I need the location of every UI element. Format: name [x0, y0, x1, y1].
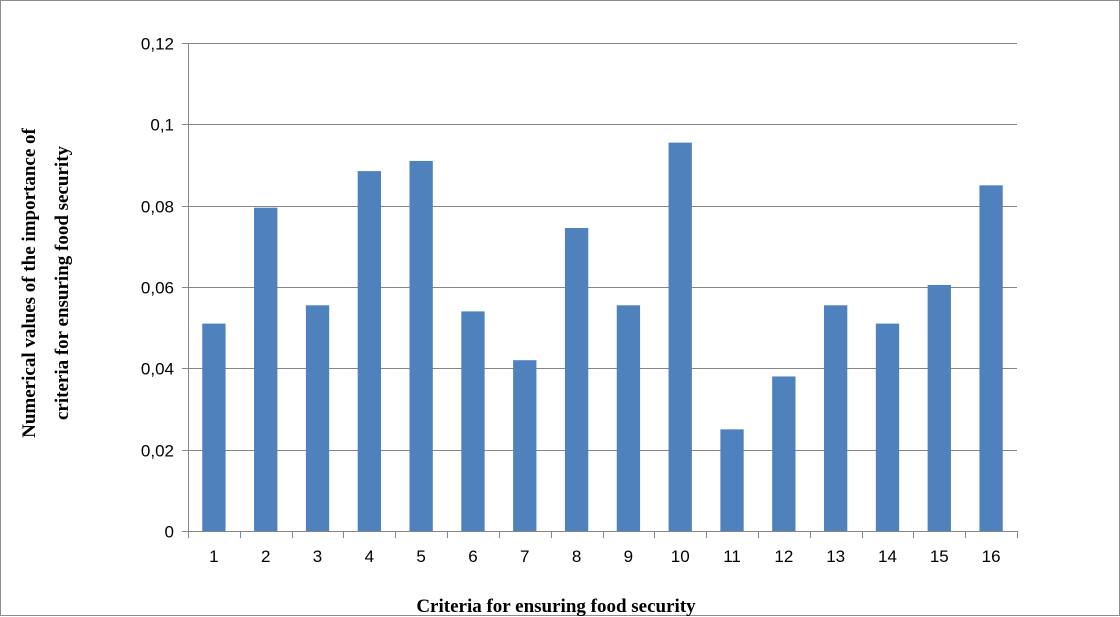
bar-3 [305, 305, 330, 531]
x-tick-label: 9 [624, 547, 633, 566]
bar-4 [357, 171, 382, 531]
x-tick-label: 6 [468, 547, 477, 566]
bar-2 [254, 207, 278, 531]
bar-5 [409, 160, 433, 531]
x-axis-title: Criteria for ensuring food security [416, 596, 696, 617]
y-axis-title-line-1: Numerical values of the importance of [19, 127, 40, 437]
y-tick-label: 0 [165, 523, 174, 542]
x-tick-label: 14 [878, 547, 897, 566]
bar-13 [823, 305, 848, 531]
axes [182, 43, 1018, 538]
y-axis-title-line-2: criteria for ensuring food security [52, 145, 73, 420]
bars [202, 142, 1003, 532]
x-tick-label: 16 [982, 547, 1001, 566]
x-tick-label: 11 [723, 547, 741, 566]
y-axis-title: Numerical values of the importance of cr… [19, 127, 73, 437]
x-tick-label: 10 [671, 547, 690, 566]
x-tick-label: 1 [209, 547, 218, 566]
x-tick-label: 12 [774, 547, 793, 566]
x-tick-label: 8 [572, 547, 581, 566]
y-tick-label: 0,04 [141, 360, 174, 379]
x-tick-label: 3 [313, 547, 322, 566]
bar-16 [979, 185, 1003, 532]
x-tick-labels: 1 2 3 4 5 6 7 8 9 10 11 12 13 14 15 16 [209, 547, 1000, 566]
x-tick-label: 15 [930, 547, 949, 566]
bar-15 [927, 284, 951, 531]
bar-1 [202, 323, 226, 531]
x-tick-label: 5 [416, 547, 425, 566]
x-tick-label: 7 [520, 547, 529, 566]
y-tick-label: 0,06 [141, 279, 174, 298]
bar-8 [564, 228, 589, 532]
y-tick-labels: 0 0,02 0,04 0,06 0,08 0,1 0,12 [141, 35, 174, 542]
bar-7 [513, 360, 537, 531]
y-tick-label: 0,02 [141, 442, 174, 461]
x-tick-label: 4 [365, 547, 374, 566]
x-tick-label: 13 [826, 547, 845, 566]
y-tick-label: 0,12 [141, 35, 174, 54]
y-tick-label: 0,1 [150, 116, 174, 135]
bar-10 [668, 142, 692, 531]
bar-11 [720, 429, 744, 531]
x-tick-label: 2 [261, 547, 270, 566]
bar-6 [461, 311, 485, 531]
bar-9 [616, 305, 641, 531]
bar-12 [772, 376, 796, 531]
bar-14 [875, 323, 900, 531]
y-tick-label: 0,08 [141, 198, 174, 217]
